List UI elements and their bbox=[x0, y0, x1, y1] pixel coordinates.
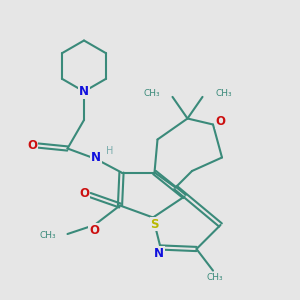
Text: CH₃: CH₃ bbox=[215, 89, 232, 98]
Text: CH₃: CH₃ bbox=[143, 89, 160, 98]
Text: N: N bbox=[91, 151, 101, 164]
Text: CH₃: CH₃ bbox=[40, 231, 56, 240]
Text: O: O bbox=[80, 187, 90, 200]
Text: O: O bbox=[215, 115, 226, 128]
Text: O: O bbox=[27, 139, 37, 152]
Text: N: N bbox=[79, 85, 89, 98]
Text: S: S bbox=[150, 218, 159, 231]
Text: H: H bbox=[106, 146, 113, 156]
Text: O: O bbox=[89, 224, 99, 237]
Text: CH₃: CH₃ bbox=[206, 273, 223, 282]
Text: N: N bbox=[154, 247, 164, 260]
